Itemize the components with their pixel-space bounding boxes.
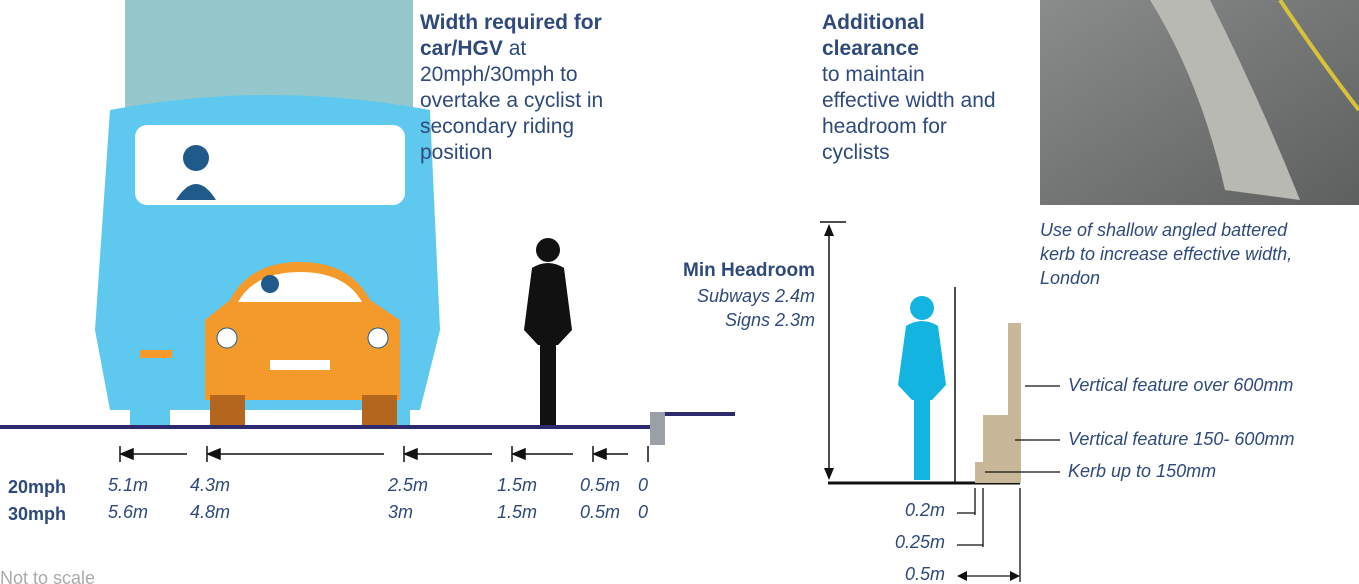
driver xyxy=(183,145,209,171)
clearance-label: 0.25m xyxy=(885,532,945,553)
diagram: Width required for car/HGV at 20mph/30mp… xyxy=(0,0,1359,584)
distance-label: 5.1m xyxy=(108,475,148,496)
distance-label: 1.5m xyxy=(497,475,537,496)
car-driver xyxy=(261,275,279,293)
headroom-line: Subways 2.4m xyxy=(640,284,815,308)
distance-label: 0 xyxy=(638,502,648,523)
arrow-head xyxy=(405,449,417,459)
truck-wheel xyxy=(130,400,170,428)
left-heading: Width required for car/HGV at 20mph/30mp… xyxy=(420,10,635,166)
distance-label: 4.3m xyxy=(190,475,230,496)
headroom: Min Headroom Subways 2.4m Signs 2.3m xyxy=(640,258,815,332)
clearance-dims xyxy=(957,488,1020,582)
arrow-head xyxy=(594,449,606,459)
feature-label: Vertical feature 150- 600mm xyxy=(1068,429,1294,450)
headlight xyxy=(368,328,388,348)
kerb xyxy=(650,412,665,445)
feature-label: Vertical feature over 600mm xyxy=(1068,375,1293,396)
headroom-line: Signs 2.3m xyxy=(640,308,815,332)
cyclist xyxy=(524,238,572,425)
distance-label: 1.5m xyxy=(497,502,537,523)
truck-light xyxy=(140,350,172,358)
heading-text: to maintain effective width and headroom… xyxy=(822,63,996,164)
speed-label: 30mph xyxy=(8,501,66,527)
distance-label: 2.5m xyxy=(388,475,428,496)
car-wheel xyxy=(210,395,245,427)
car-wheel xyxy=(362,395,397,427)
dimension-arrows xyxy=(120,446,648,462)
distance-label: 3m xyxy=(388,502,413,523)
distance-label: 0 xyxy=(638,475,648,496)
vertical-feature xyxy=(975,323,1021,483)
headroom-title: Min Headroom xyxy=(640,258,815,284)
truck-window xyxy=(135,125,405,205)
arrow-head xyxy=(513,449,525,459)
speed-label: 20mph xyxy=(8,474,66,500)
headlight xyxy=(217,328,237,348)
distance-label: 5.6m xyxy=(108,502,148,523)
photo-caption: Use of shallow angled battered kerb to i… xyxy=(1040,218,1310,290)
footnote: Not to scale xyxy=(0,568,95,584)
arrow-head xyxy=(208,449,220,459)
clearance-label: 0.5m xyxy=(885,564,945,584)
cyclist xyxy=(898,296,946,480)
plate xyxy=(270,360,330,370)
heading-bold: Additional clearance xyxy=(822,11,925,60)
feature-label: Kerb up to 150mm xyxy=(1068,461,1216,482)
distance-label: 0.5m xyxy=(580,502,620,523)
arrow-head xyxy=(121,449,133,459)
clearance-label: 0.2m xyxy=(895,500,945,521)
distance-label: 0.5m xyxy=(580,475,620,496)
distance-label: 4.8m xyxy=(190,502,230,523)
